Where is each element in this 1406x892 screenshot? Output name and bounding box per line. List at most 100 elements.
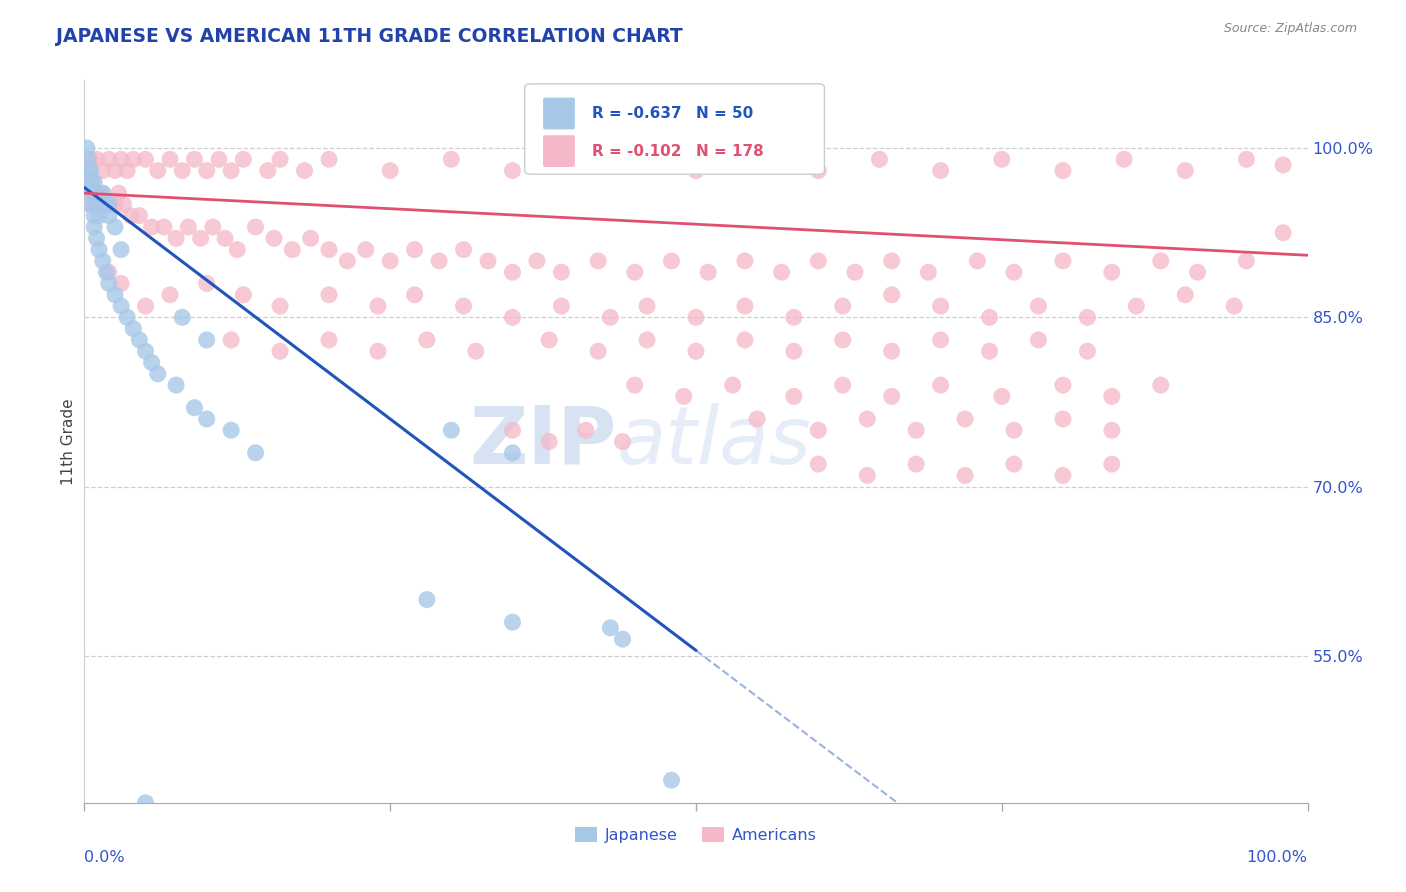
Point xyxy=(880,389,903,403)
Point xyxy=(404,287,426,301)
Point xyxy=(807,253,830,268)
Point xyxy=(318,333,340,347)
Point xyxy=(336,253,359,268)
Point xyxy=(110,243,132,257)
Point xyxy=(104,197,127,211)
Point xyxy=(77,186,100,201)
Point xyxy=(953,412,976,426)
Point xyxy=(128,209,150,223)
Point xyxy=(1002,457,1025,471)
Point xyxy=(80,175,103,189)
Point xyxy=(97,153,120,167)
Point xyxy=(146,163,169,178)
Point xyxy=(110,277,132,291)
Point xyxy=(734,299,756,313)
Point xyxy=(281,243,304,257)
Point xyxy=(685,310,707,325)
Point xyxy=(453,299,475,313)
Point xyxy=(299,231,322,245)
Point xyxy=(263,231,285,245)
Point xyxy=(97,265,120,279)
Point xyxy=(502,310,524,325)
Point xyxy=(79,153,101,167)
Point xyxy=(100,197,122,211)
Point xyxy=(97,197,120,211)
Point xyxy=(77,175,100,189)
Text: 0.0%: 0.0% xyxy=(84,850,125,864)
Point xyxy=(82,186,104,201)
Text: JAPANESE VS AMERICAN 11TH GRADE CORRELATION CHART: JAPANESE VS AMERICAN 11TH GRADE CORRELAT… xyxy=(56,27,683,45)
Point xyxy=(953,468,976,483)
Point xyxy=(269,344,291,359)
Point xyxy=(880,287,903,301)
Point xyxy=(612,632,634,646)
Point xyxy=(91,253,114,268)
Point xyxy=(84,186,107,201)
Point xyxy=(96,265,118,279)
FancyBboxPatch shape xyxy=(524,84,824,174)
Point xyxy=(1052,253,1074,268)
Point xyxy=(538,434,561,449)
Point xyxy=(269,153,291,167)
Point xyxy=(1272,226,1295,240)
Point xyxy=(294,163,316,178)
Point xyxy=(1223,299,1246,313)
Point xyxy=(232,153,254,167)
Point xyxy=(76,141,98,155)
Point xyxy=(966,253,988,268)
Point xyxy=(747,412,769,426)
Point xyxy=(502,163,524,178)
Text: R = -0.102: R = -0.102 xyxy=(592,144,682,159)
Point xyxy=(807,423,830,437)
Point xyxy=(1150,253,1173,268)
Point xyxy=(83,175,105,189)
Point xyxy=(135,796,157,810)
Point xyxy=(80,175,103,189)
Text: Source: ZipAtlas.com: Source: ZipAtlas.com xyxy=(1223,22,1357,36)
Point xyxy=(91,186,114,201)
Point xyxy=(979,310,1001,325)
Point xyxy=(97,277,120,291)
Point xyxy=(1052,468,1074,483)
Point xyxy=(183,401,205,415)
Point xyxy=(453,243,475,257)
Point xyxy=(1052,163,1074,178)
Point xyxy=(550,265,572,279)
Point xyxy=(141,220,163,235)
Text: N = 178: N = 178 xyxy=(696,144,763,159)
Point xyxy=(807,457,830,471)
Point xyxy=(502,265,524,279)
Point xyxy=(440,153,463,167)
Text: ZIP: ZIP xyxy=(470,402,616,481)
Point xyxy=(354,243,377,257)
Point xyxy=(783,344,806,359)
Point xyxy=(672,389,695,403)
Point xyxy=(416,592,439,607)
Point xyxy=(612,434,634,449)
Point xyxy=(697,265,720,279)
Point xyxy=(214,231,236,245)
Point xyxy=(77,163,100,178)
Point xyxy=(87,209,110,223)
Point xyxy=(1174,287,1197,301)
Point xyxy=(82,186,104,201)
Point xyxy=(172,163,194,178)
Point xyxy=(380,163,402,178)
Point xyxy=(1002,265,1025,279)
Point xyxy=(122,153,145,167)
Point xyxy=(318,153,340,167)
Point xyxy=(165,231,187,245)
Point xyxy=(190,231,212,245)
Point xyxy=(624,378,647,392)
Point xyxy=(599,310,621,325)
Point xyxy=(380,253,402,268)
Point xyxy=(141,355,163,369)
Point xyxy=(1028,299,1050,313)
Point xyxy=(86,153,108,167)
Point xyxy=(1150,378,1173,392)
Point xyxy=(807,163,830,178)
Text: N = 50: N = 50 xyxy=(696,106,754,121)
Point xyxy=(208,153,231,167)
Point xyxy=(783,389,806,403)
Point xyxy=(86,197,108,211)
